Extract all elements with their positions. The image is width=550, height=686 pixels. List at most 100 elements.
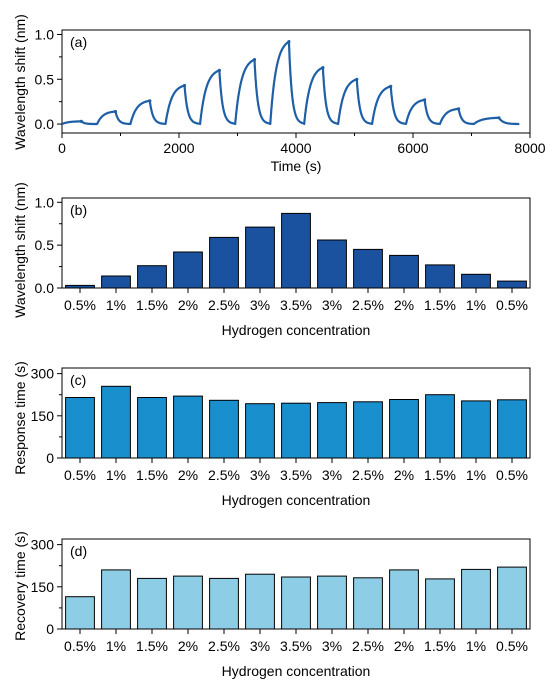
- bar: [137, 577, 167, 630]
- panel-d-x-axis-label: Hydrogen concentration: [222, 663, 371, 679]
- x-tick-label: 1.5%: [136, 297, 168, 313]
- panel-c: (c) 0.5% 1% 1.5% 2% 2.5% 3% 3.5% 3% 2.5% 2% 1.5% 1%…: [12, 361, 531, 508]
- bar: [65, 284, 95, 289]
- bar: [101, 569, 131, 630]
- panel-c-y-axis-label: Response time (s): [12, 361, 28, 475]
- x-tick-label: 1.5%: [136, 467, 168, 483]
- x-tick-label: 2.5%: [208, 297, 240, 313]
- bar: [245, 226, 275, 289]
- y-tick-label: 1.0: [35, 194, 55, 210]
- panel-a-y-ticks: 0.0 0.5 1.0: [35, 26, 62, 132]
- bar: [497, 566, 527, 630]
- y-tick-label: 0.5: [35, 71, 55, 87]
- panel-d-label: (d): [70, 543, 87, 559]
- bar: [65, 397, 95, 459]
- x-tick-label: 1%: [466, 467, 486, 483]
- panel-c-x-ticks: 0.5% 1% 1.5% 2% 2.5% 3% 3.5% 3% 2.5% 2% 1.5% 1% 0.5%: [64, 458, 528, 483]
- x-tick-label: 4000: [280, 140, 311, 156]
- bar: [245, 403, 275, 459]
- bar: [353, 248, 383, 289]
- x-tick-label: 3%: [250, 638, 270, 654]
- x-tick-label: 0.5%: [64, 297, 96, 313]
- peak-point: [355, 77, 359, 81]
- x-tick-label: 1.5%: [424, 467, 456, 483]
- peak-point: [321, 66, 325, 70]
- bar: [461, 400, 491, 459]
- bar: [353, 577, 383, 630]
- peak-point: [148, 99, 152, 103]
- bar: [245, 573, 275, 630]
- panel-b-x-ticks: 0.5% 1% 1.5% 2% 2.5% 3% 3.5% 3% 2.5% 2% 1.5% 1% 0.5%: [64, 288, 528, 313]
- y-tick-label: 150: [31, 408, 55, 424]
- panel-d-y-axis-label: Recovery time (s): [12, 531, 28, 641]
- x-tick-label: 2000: [163, 140, 194, 156]
- panel-b-label: (b): [70, 202, 87, 218]
- y-tick-label: 300: [31, 366, 55, 382]
- peak-point: [182, 83, 187, 88]
- bar: [425, 264, 455, 289]
- x-tick-label: 0: [58, 140, 66, 156]
- panel-c-y-ticks: 0 150 300: [31, 366, 62, 466]
- y-tick-label: 0.0: [35, 116, 55, 132]
- panel-b-y-ticks: 0.0 0.5 1.0: [35, 194, 62, 296]
- x-tick-label: 1%: [466, 638, 486, 654]
- x-tick-label: 1%: [106, 638, 126, 654]
- bar: [209, 399, 239, 459]
- bar: [317, 239, 347, 289]
- x-tick-label: 2.5%: [208, 638, 240, 654]
- bar: [317, 402, 347, 459]
- x-tick-label: 2%: [178, 467, 198, 483]
- bar: [461, 273, 491, 289]
- bar: [461, 568, 491, 630]
- x-tick-label: 1%: [466, 297, 486, 313]
- x-tick-label: 2.5%: [352, 297, 384, 313]
- panel-b: (b) 0.5% 1% 1.5% 2% 2.5% 3% 3.5% 3% 2.5% 2% 1.5% 1%…: [12, 182, 531, 338]
- x-tick-label: 3%: [250, 297, 270, 313]
- x-tick-label: 0.5%: [496, 467, 528, 483]
- peak-point: [287, 40, 291, 44]
- panel-b-x-axis-label: Hydrogen concentration: [222, 322, 371, 338]
- bar: [173, 575, 203, 630]
- bar: [389, 569, 419, 630]
- peak-point: [497, 116, 501, 120]
- x-tick-label: 2%: [178, 638, 198, 654]
- x-tick-label: 2%: [394, 297, 414, 313]
- panel-a-x-axis-label: Time (s): [271, 158, 322, 174]
- bar: [425, 578, 455, 630]
- x-tick-label: 0.5%: [496, 638, 528, 654]
- x-tick-label: 3.5%: [280, 297, 312, 313]
- x-tick-label: 3%: [322, 638, 342, 654]
- bar: [389, 399, 419, 459]
- peak-point: [113, 109, 117, 114]
- x-tick-label: 3.5%: [280, 467, 312, 483]
- x-tick-label: 0.5%: [64, 638, 96, 654]
- bar: [281, 576, 311, 630]
- bar: [101, 275, 131, 289]
- x-tick-label: 1.5%: [424, 297, 456, 313]
- bar: [497, 399, 527, 459]
- y-tick-label: 0.0: [35, 280, 55, 296]
- panel-b-bars: [65, 212, 527, 289]
- bar: [497, 280, 527, 289]
- panel-b-y-axis-label: Wavelength shift (nm): [12, 182, 28, 318]
- x-tick-label: 3%: [322, 467, 342, 483]
- x-tick-label: 1.5%: [136, 638, 168, 654]
- y-tick-label: 0: [46, 450, 54, 466]
- y-tick-label: 0.5: [35, 237, 55, 253]
- bar: [281, 402, 311, 459]
- panel-d: (d) 0.5% 1% 1.5% 2% 2.5% 3% 3.5% 3% 2.5% 2% 1.5% 1%…: [12, 531, 531, 679]
- peak-point: [217, 68, 221, 72]
- x-tick-label: 6000: [397, 140, 428, 156]
- x-tick-label: 2.5%: [352, 638, 384, 654]
- x-tick-label: 3%: [322, 297, 342, 313]
- bar: [137, 265, 167, 289]
- bar: [425, 394, 455, 459]
- bar: [65, 596, 95, 630]
- x-tick-label: 0.5%: [64, 467, 96, 483]
- panel-a-x-ticks: 0 2000 4000 6000 8000: [58, 133, 546, 156]
- y-tick-label: 150: [31, 579, 55, 595]
- peak-point: [457, 107, 461, 111]
- bar: [317, 575, 347, 630]
- panel-c-label: (c): [70, 372, 86, 388]
- bar: [209, 577, 239, 630]
